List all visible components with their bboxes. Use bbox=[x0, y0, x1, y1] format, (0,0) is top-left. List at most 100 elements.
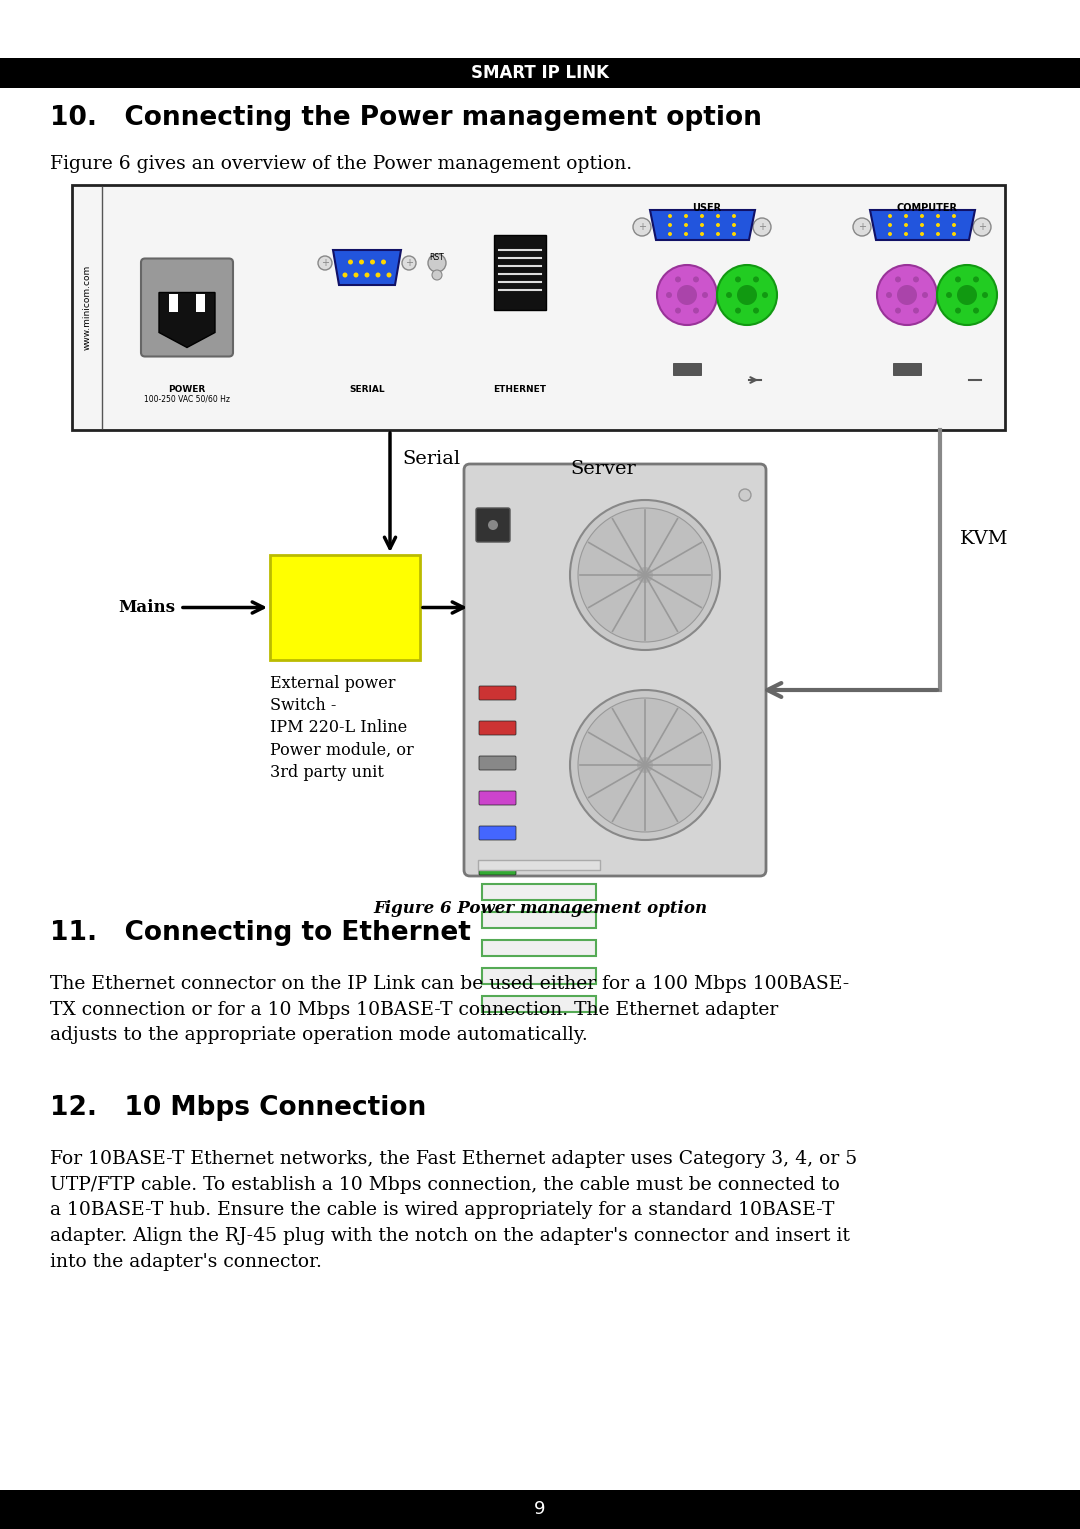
Circle shape bbox=[700, 232, 704, 235]
Circle shape bbox=[920, 214, 924, 219]
Bar bbox=[0, 1489, 1080, 1529]
Text: SMART IP LINK: SMART IP LINK bbox=[471, 64, 609, 83]
Text: 11.   Connecting to Ethernet: 11. Connecting to Ethernet bbox=[50, 920, 471, 946]
Text: For 10BASE-T Ethernet networks, the Fast Ethernet adapter uses Category 3, 4, or: For 10BASE-T Ethernet networks, the Fast… bbox=[50, 1150, 858, 1271]
FancyBboxPatch shape bbox=[480, 722, 516, 735]
Circle shape bbox=[570, 500, 720, 650]
Circle shape bbox=[973, 277, 978, 283]
Circle shape bbox=[353, 272, 359, 277]
Circle shape bbox=[888, 223, 892, 226]
Circle shape bbox=[348, 260, 353, 265]
Text: +: + bbox=[638, 222, 646, 232]
Bar bbox=[478, 859, 600, 870]
Text: Figure 6 gives an overview of the Power management option.: Figure 6 gives an overview of the Power … bbox=[50, 154, 632, 173]
FancyBboxPatch shape bbox=[480, 790, 516, 804]
FancyBboxPatch shape bbox=[480, 687, 516, 700]
Circle shape bbox=[982, 292, 988, 298]
Bar bbox=[270, 555, 420, 661]
Bar bbox=[0, 58, 1080, 89]
Circle shape bbox=[888, 232, 892, 235]
Circle shape bbox=[904, 232, 908, 235]
Circle shape bbox=[387, 272, 391, 277]
Circle shape bbox=[677, 284, 697, 304]
Circle shape bbox=[702, 292, 708, 298]
Circle shape bbox=[675, 307, 681, 313]
Text: www.minicom.com: www.minicom.com bbox=[82, 265, 92, 350]
Circle shape bbox=[936, 214, 940, 219]
Circle shape bbox=[888, 214, 892, 219]
Bar bbox=[893, 362, 921, 375]
Circle shape bbox=[951, 223, 956, 226]
Text: +: + bbox=[405, 258, 413, 268]
Text: Server: Server bbox=[570, 460, 636, 479]
Circle shape bbox=[402, 255, 416, 271]
Text: 12.   10 Mbps Connection: 12. 10 Mbps Connection bbox=[50, 1095, 427, 1121]
Circle shape bbox=[957, 284, 977, 304]
Circle shape bbox=[762, 292, 768, 298]
Text: KVM: KVM bbox=[960, 531, 1009, 547]
Circle shape bbox=[318, 255, 332, 271]
Circle shape bbox=[895, 307, 901, 313]
FancyBboxPatch shape bbox=[480, 826, 516, 839]
Circle shape bbox=[342, 272, 348, 277]
Bar bbox=[482, 911, 596, 928]
Circle shape bbox=[376, 272, 380, 277]
Circle shape bbox=[578, 508, 712, 642]
Circle shape bbox=[700, 223, 704, 226]
Text: External power
Switch -
IPM 220-L Inline
Power module, or
3rd party unit: External power Switch - IPM 220-L Inline… bbox=[270, 674, 414, 781]
Text: +: + bbox=[758, 222, 766, 232]
Text: Mains: Mains bbox=[118, 599, 175, 616]
Circle shape bbox=[684, 232, 688, 235]
Circle shape bbox=[428, 254, 446, 272]
Circle shape bbox=[570, 690, 720, 839]
Circle shape bbox=[936, 232, 940, 235]
Circle shape bbox=[904, 214, 908, 219]
Polygon shape bbox=[159, 292, 215, 347]
Circle shape bbox=[693, 307, 699, 313]
Text: RST: RST bbox=[430, 252, 444, 261]
Circle shape bbox=[904, 223, 908, 226]
Text: 9: 9 bbox=[535, 1500, 545, 1518]
Circle shape bbox=[666, 292, 672, 298]
Circle shape bbox=[732, 232, 735, 235]
Text: 100-250 VAC 50/60 Hz: 100-250 VAC 50/60 Hz bbox=[144, 394, 230, 404]
Polygon shape bbox=[870, 209, 975, 240]
Circle shape bbox=[578, 699, 712, 832]
Text: +: + bbox=[978, 222, 986, 232]
Text: Serial: Serial bbox=[402, 450, 460, 468]
Circle shape bbox=[717, 265, 777, 326]
Bar bbox=[72, 185, 1005, 430]
Bar bbox=[482, 940, 596, 956]
Circle shape bbox=[693, 277, 699, 283]
Circle shape bbox=[853, 219, 870, 235]
FancyBboxPatch shape bbox=[476, 508, 510, 541]
Text: The Ethernet connector on the IP Link can be used either for a 100 Mbps 100BASE-: The Ethernet connector on the IP Link ca… bbox=[50, 976, 849, 1044]
Circle shape bbox=[951, 214, 956, 219]
Bar bbox=[482, 995, 596, 1012]
Circle shape bbox=[732, 214, 735, 219]
Circle shape bbox=[897, 284, 917, 304]
Circle shape bbox=[937, 265, 997, 326]
FancyBboxPatch shape bbox=[141, 258, 233, 356]
FancyBboxPatch shape bbox=[480, 755, 516, 771]
Circle shape bbox=[753, 307, 759, 313]
Circle shape bbox=[716, 223, 720, 226]
Circle shape bbox=[739, 489, 751, 502]
FancyBboxPatch shape bbox=[480, 861, 516, 875]
Text: Figure 6 Power management option: Figure 6 Power management option bbox=[373, 901, 707, 917]
Circle shape bbox=[973, 219, 991, 235]
Circle shape bbox=[955, 307, 961, 313]
Circle shape bbox=[913, 307, 919, 313]
Circle shape bbox=[669, 214, 672, 219]
Circle shape bbox=[922, 292, 928, 298]
Circle shape bbox=[951, 232, 956, 235]
Circle shape bbox=[753, 219, 771, 235]
Circle shape bbox=[669, 223, 672, 226]
Circle shape bbox=[432, 271, 442, 280]
Circle shape bbox=[637, 757, 653, 774]
Circle shape bbox=[920, 232, 924, 235]
Circle shape bbox=[946, 292, 951, 298]
Text: COMPUTER: COMPUTER bbox=[896, 203, 958, 213]
Circle shape bbox=[920, 223, 924, 226]
Circle shape bbox=[732, 223, 735, 226]
